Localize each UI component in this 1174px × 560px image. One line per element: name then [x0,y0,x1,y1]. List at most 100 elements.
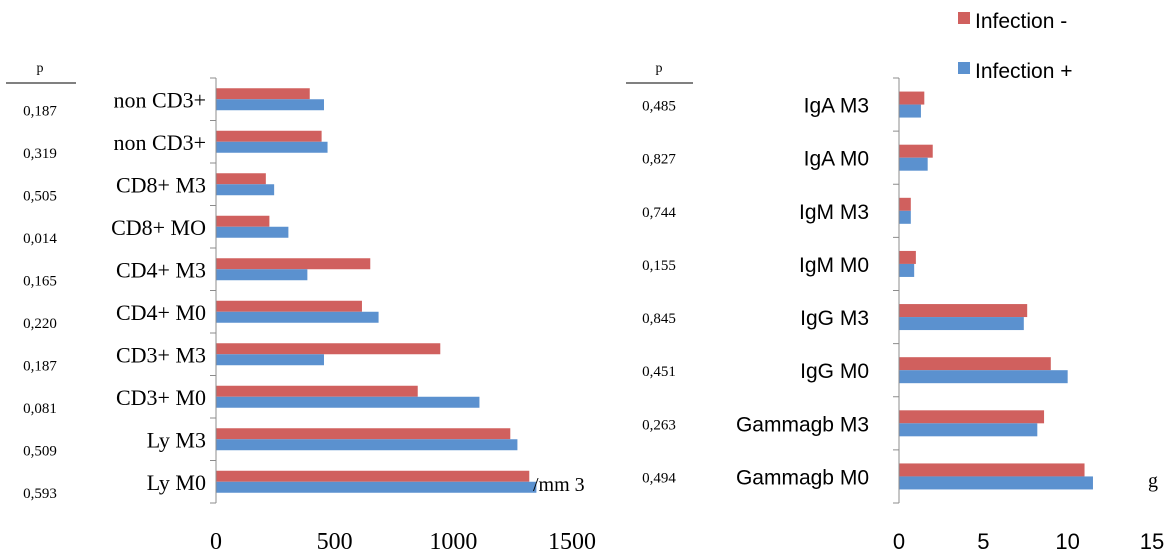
x-axis-tick-label: 1500 [548,529,596,555]
bar-infection-positive-non-cd3 [216,141,328,153]
category-label: Gammagb M3 [736,413,869,436]
x-axis-tick-labels: 0 500 1000 1500 [210,529,596,555]
bar-infection-positive-igg-m3 [899,317,1024,331]
bar-infection-positive-igm-m0 [899,263,915,277]
category-label: CD3+ M3 [116,342,206,367]
bar-infection-positive-cd8-m3 [216,184,275,196]
chart-immunoglobulins: p IgA M3 IgA M0 IgM M3 IgM M0 IgG M3 IgG M0 Ga… [626,61,1164,554]
x-axis-tick-label: 0 [210,529,222,555]
bar-infection-positive-cd8-mo [216,226,289,238]
pvalue-labels: 0,187 0,319 0,505 0,014 0,165 0,220 0,187 0,081… [23,103,57,502]
bar-infection-positive-gammagb-m0 [899,476,1093,490]
bar-infection-positive-ly-m0 [216,481,537,493]
x-axis-tick-label: 500 [317,529,353,555]
bar-infection-negative-igm-m3 [899,197,911,211]
bar-infection-negative-cd3-m3 [216,343,441,355]
unit-label: g [1148,470,1158,492]
category-label: Gammagb M0 [736,466,869,489]
x-axis-tick-label: 15 [1140,529,1164,554]
category-label: Ly M3 [147,427,206,452]
category-label: IgM M0 [799,254,869,277]
bar-infection-negative-iga-m0 [899,144,933,158]
bar-infection-negative-ly-m0 [216,470,530,482]
pvalue-label: 0,014 [23,231,57,247]
bar-infection-positive-cd3-m3 [216,354,324,366]
x-axis-tick-label: 10 [1055,529,1079,554]
pvalue-label: 0,187 [23,103,57,119]
bar-infection-positive-igm-m3 [899,210,911,224]
chart-lymphocytes: p non CD3+ non CD3+ CD8+ M3 CD8+ MO CD4+ M3 C… [6,61,596,555]
unit-label: /mm 3 [533,474,585,496]
pvalue-label: 0,220 [23,316,57,332]
category-label: Ly M0 [147,470,206,495]
category-label: CD8+ MO [111,215,206,240]
legend-swatch-infection-negative [958,12,970,24]
bar-infection-negative-gammagb-m0 [899,463,1085,477]
bar-infection-negative-igm-m0 [899,250,916,264]
bar-infection-negative-non-cd3 [216,130,322,142]
bar-infection-positive-ly-m3 [216,439,518,451]
bar-infection-positive-non-cd3 [216,99,324,111]
pvalue-label: 0,165 [23,273,57,289]
x-axis-tick-label: 0 [893,529,905,554]
bar-infection-negative-cd4-m0 [216,300,362,312]
pvalue-header: p [656,61,663,76]
bar-infection-negative-cd4-m3 [216,258,371,270]
y-axis-category-labels: non CD3+ non CD3+ CD8+ M3 CD8+ MO CD4+ M3 CD4… [111,87,206,495]
bar-infection-negative-cd8-m3 [216,173,266,185]
category-label: IgA M3 [804,95,869,118]
bar-infection-negative-iga-m3 [899,91,925,105]
category-label: CD4+ M0 [116,300,206,325]
bar-infection-negative-non-cd3 [216,88,310,100]
bar-infection-positive-iga-m3 [899,104,921,118]
pvalue-header: p [37,61,44,76]
category-label: IgA M0 [804,148,869,171]
bar-infection-negative-igg-m3 [899,304,1028,318]
pvalue-label: 0,494 [642,470,676,486]
pvalue-label: 0,845 [642,311,676,327]
category-label: IgG M3 [800,307,869,330]
x-axis-tick-label: 5 [977,529,989,554]
bar-infection-positive-cd3-m0 [216,396,480,408]
bar-infection-negative-igg-m0 [899,357,1051,371]
category-label: non CD3+ [114,87,206,112]
pvalue-label: 0,451 [642,364,676,380]
pvalue-label: 0,263 [642,417,676,433]
legend-label-infection-negative: Infection - [975,10,1067,33]
category-label: CD4+ M3 [116,257,206,282]
category-label: CD8+ M3 [116,172,206,197]
bars-lymphocytes [216,88,537,493]
bar-infection-positive-cd4-m0 [216,311,379,323]
category-label: non CD3+ [114,130,206,155]
bar-infection-positive-igg-m0 [899,370,1068,384]
pvalue-label: 0,509 [23,443,57,459]
pvalue-label: 0,744 [642,205,676,221]
bar-infection-positive-cd4-m3 [216,269,308,281]
pvalue-label: 0,081 [23,401,57,417]
pvalue-label: 0,505 [23,188,57,204]
category-label: IgG M0 [800,360,869,383]
y-axis-ticks [893,77,899,504]
bar-infection-positive-gammagb-m3 [899,423,1038,437]
bar-infection-negative-cd8-mo [216,215,270,227]
category-label: IgM M3 [799,201,869,224]
bars-immunoglobulins [899,91,1093,490]
pvalue-label: 0,827 [642,152,676,168]
x-axis-tick-label: 1000 [429,529,477,555]
x-axis-tick-labels: 0 5 10 15 [893,529,1164,554]
legend-label-infection-positive: Infection + [975,60,1072,83]
bar-infection-negative-gammagb-m3 [899,410,1045,424]
pvalue-label: 0,593 [23,486,57,502]
bar-infection-negative-cd3-m0 [216,385,418,397]
pvalue-label: 0,187 [23,358,57,374]
category-label: CD3+ M0 [116,385,206,410]
bar-infection-negative-ly-m3 [216,428,511,440]
pvalue-label: 0,155 [642,258,676,274]
bar-infection-positive-iga-m0 [899,157,928,171]
legend-swatch-infection-positive [958,62,970,74]
y-axis-category-labels: IgA M3 IgA M0 IgM M3 IgM M0 IgG M3 IgG M0 Gamm… [736,95,869,490]
pvalue-labels: 0,485 0,827 0,744 0,155 0,845 0,451 0,263 0,494 [642,99,676,487]
pvalue-label: 0,485 [642,99,676,115]
y-axis-ticks [210,77,216,504]
